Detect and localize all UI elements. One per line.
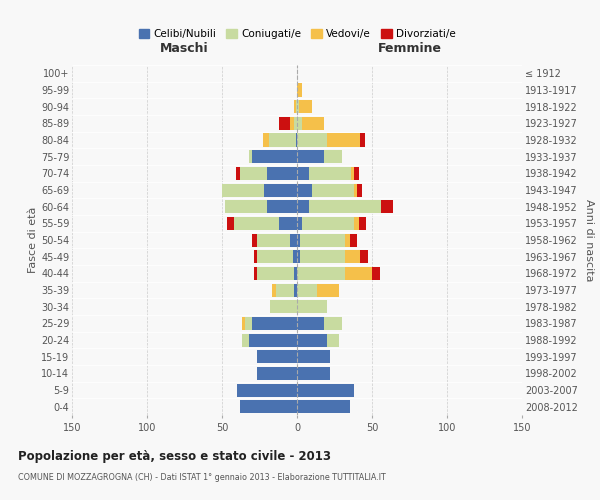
Bar — [279, 117, 290, 130]
Bar — [297, 317, 324, 330]
Bar — [297, 284, 317, 296]
Bar — [297, 334, 327, 346]
Bar — [257, 350, 297, 363]
Bar — [222, 184, 264, 196]
Bar — [270, 300, 297, 313]
Bar — [257, 250, 293, 263]
Legend: Celibi/Nubili, Coniugati/e, Vedovi/e, Divorziati/e: Celibi/Nubili, Coniugati/e, Vedovi/e, Di… — [134, 24, 460, 43]
Bar — [241, 317, 245, 330]
Bar — [309, 167, 351, 180]
Y-axis label: Anni di nascita: Anni di nascita — [584, 198, 595, 281]
Bar — [234, 217, 279, 230]
Bar — [254, 250, 257, 263]
Bar — [293, 250, 297, 263]
Bar — [257, 367, 297, 380]
Bar — [296, 100, 297, 113]
Bar — [276, 284, 294, 296]
Bar — [254, 267, 257, 280]
Bar — [297, 250, 300, 263]
Bar — [297, 100, 299, 113]
Bar — [297, 384, 354, 396]
Bar — [235, 167, 240, 180]
Bar — [297, 267, 345, 280]
Bar — [297, 84, 302, 96]
Bar — [227, 217, 234, 230]
Bar — [309, 200, 381, 213]
Bar — [267, 200, 297, 213]
Bar — [297, 200, 309, 213]
Bar — [241, 334, 249, 346]
Bar — [297, 234, 300, 246]
Text: Maschi: Maschi — [160, 42, 209, 55]
Bar — [300, 250, 345, 263]
Bar — [297, 117, 302, 130]
Bar — [290, 117, 294, 130]
Bar — [297, 134, 327, 146]
Bar — [354, 217, 359, 230]
Text: COMUNE DI MOZZAGROGNA (CH) - Dati ISTAT 1° gennaio 2013 - Elaborazione TUTTITALI: COMUNE DI MOZZAGROGNA (CH) - Dati ISTAT … — [18, 472, 386, 482]
Bar — [297, 300, 327, 313]
Bar — [297, 167, 309, 180]
Bar — [267, 167, 297, 180]
Bar — [269, 134, 296, 146]
Bar — [297, 367, 330, 380]
Bar — [271, 284, 276, 296]
Bar — [257, 267, 294, 280]
Bar — [264, 184, 297, 196]
Bar — [294, 100, 296, 113]
Bar — [312, 184, 354, 196]
Bar — [294, 284, 297, 296]
Bar — [300, 234, 345, 246]
Bar — [354, 167, 359, 180]
Bar — [225, 200, 267, 213]
Bar — [297, 184, 312, 196]
Text: Popolazione per età, sesso e stato civile - 2013: Popolazione per età, sesso e stato civil… — [18, 450, 331, 463]
Bar — [354, 184, 357, 196]
Bar — [237, 384, 297, 396]
Text: Femmine: Femmine — [377, 42, 442, 55]
Bar — [324, 317, 342, 330]
Bar — [249, 334, 297, 346]
Bar — [345, 267, 372, 280]
Y-axis label: Fasce di età: Fasce di età — [28, 207, 38, 273]
Bar — [360, 134, 365, 146]
Bar — [296, 134, 297, 146]
Bar — [297, 217, 302, 230]
Bar — [252, 317, 297, 330]
Bar — [294, 267, 297, 280]
Bar — [263, 134, 269, 146]
Bar — [279, 217, 297, 230]
Bar — [324, 150, 342, 163]
Bar — [294, 117, 297, 130]
Bar — [327, 334, 339, 346]
Bar — [317, 284, 339, 296]
Bar — [240, 167, 267, 180]
Bar — [297, 350, 330, 363]
Bar — [297, 150, 324, 163]
Bar — [302, 217, 354, 230]
Bar — [302, 117, 324, 130]
Bar — [345, 234, 349, 246]
Bar — [245, 317, 252, 330]
Bar — [360, 250, 367, 263]
Bar — [345, 250, 360, 263]
Bar — [257, 234, 290, 246]
Bar — [327, 134, 360, 146]
Bar — [290, 234, 297, 246]
Bar — [351, 167, 354, 180]
Bar — [381, 200, 393, 213]
Bar — [252, 234, 257, 246]
Bar — [297, 400, 349, 413]
Bar — [299, 100, 312, 113]
Bar — [240, 400, 297, 413]
Bar — [252, 150, 297, 163]
Bar — [357, 184, 361, 196]
Bar — [359, 217, 366, 230]
Bar — [249, 150, 252, 163]
Bar — [349, 234, 357, 246]
Bar — [372, 267, 380, 280]
